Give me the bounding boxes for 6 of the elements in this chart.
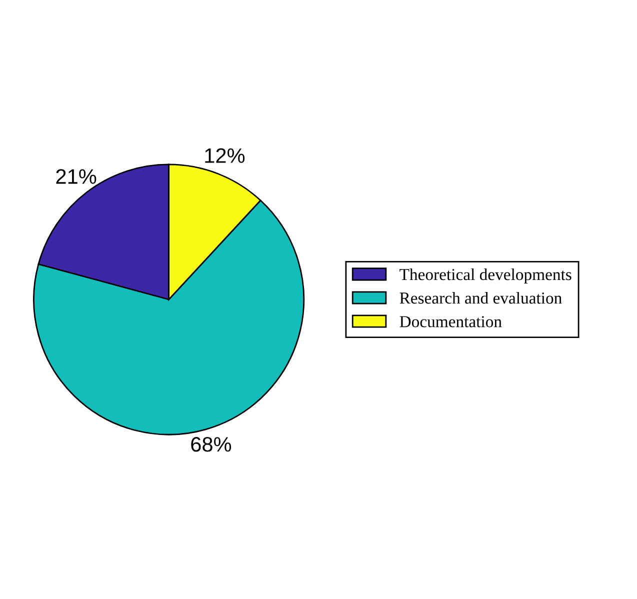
data-label: 12% — [205, 148, 245, 163]
legend-label: Theoretical developments — [400, 268, 572, 284]
data-label: 21% — [56, 169, 96, 184]
legend-label: Documentation — [400, 316, 502, 328]
legend-label: Research and evaluation — [400, 292, 562, 304]
data-label: 68% — [191, 437, 232, 452]
